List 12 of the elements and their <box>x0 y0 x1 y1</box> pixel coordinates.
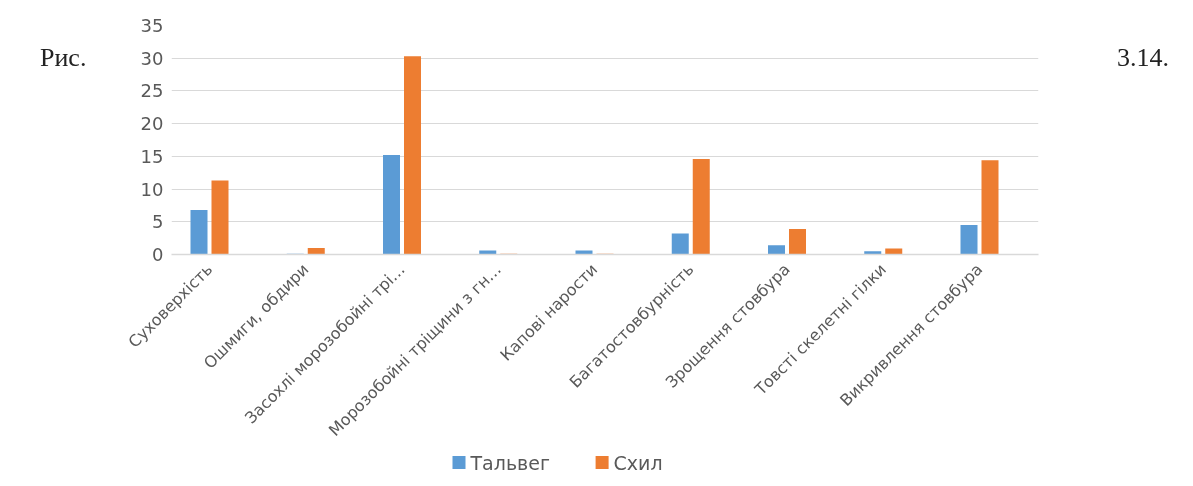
legend-label: Схил <box>613 451 663 474</box>
legend-label: Тальвег <box>469 451 550 474</box>
text: 3.14. <box>1117 42 1169 74</box>
y-tick-label: 20 <box>140 113 164 135</box>
y-tick-label: 10 <box>140 178 164 200</box>
y-tick-label: 15 <box>140 145 164 167</box>
y-tick-label: 25 <box>140 80 164 102</box>
y-tick-label: 5 <box>152 211 164 233</box>
y-tick-label: 0 <box>152 244 164 265</box>
y-tick-label: 30 <box>140 47 164 69</box>
y-tick-label: 35 <box>140 15 164 36</box>
text: Рис. <box>40 42 87 74</box>
